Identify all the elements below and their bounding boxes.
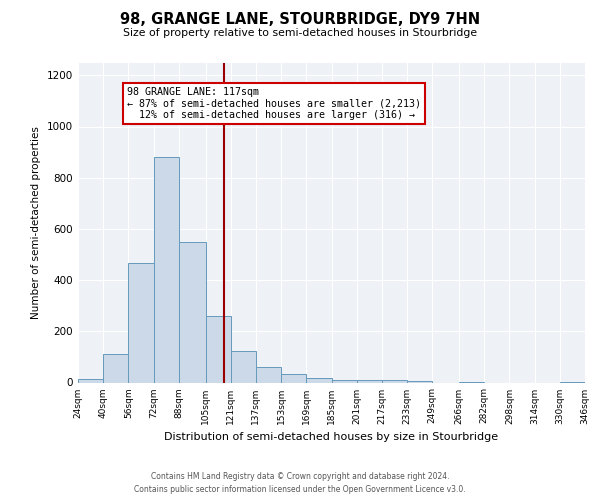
Bar [179,242,206,382]
Y-axis label: Number of semi-detached properties: Number of semi-detached properties [31,126,41,319]
Bar [256,367,281,382]
Text: Size of property relative to semi-detached houses in Stourbridge: Size of property relative to semi-detach… [123,28,477,38]
Bar [206,316,231,382]
Bar [78,378,103,382]
Bar [154,157,179,382]
Text: 98, GRANGE LANE, STOURBRIDGE, DY9 7HN: 98, GRANGE LANE, STOURBRIDGE, DY9 7HN [120,12,480,28]
Bar [231,350,256,382]
Bar [281,374,307,382]
Text: 98 GRANGE LANE: 117sqm
← 87% of semi-detached houses are smaller (2,213)
  12% o: 98 GRANGE LANE: 117sqm ← 87% of semi-det… [127,87,421,120]
Bar [331,380,356,382]
Bar [103,354,128,382]
Bar [407,381,432,382]
Bar [356,380,382,382]
Bar [128,264,154,382]
Bar [382,380,407,382]
X-axis label: Distribution of semi-detached houses by size in Stourbridge: Distribution of semi-detached houses by … [164,432,499,442]
Bar [307,378,331,382]
Text: Contains HM Land Registry data © Crown copyright and database right 2024.
Contai: Contains HM Land Registry data © Crown c… [134,472,466,494]
